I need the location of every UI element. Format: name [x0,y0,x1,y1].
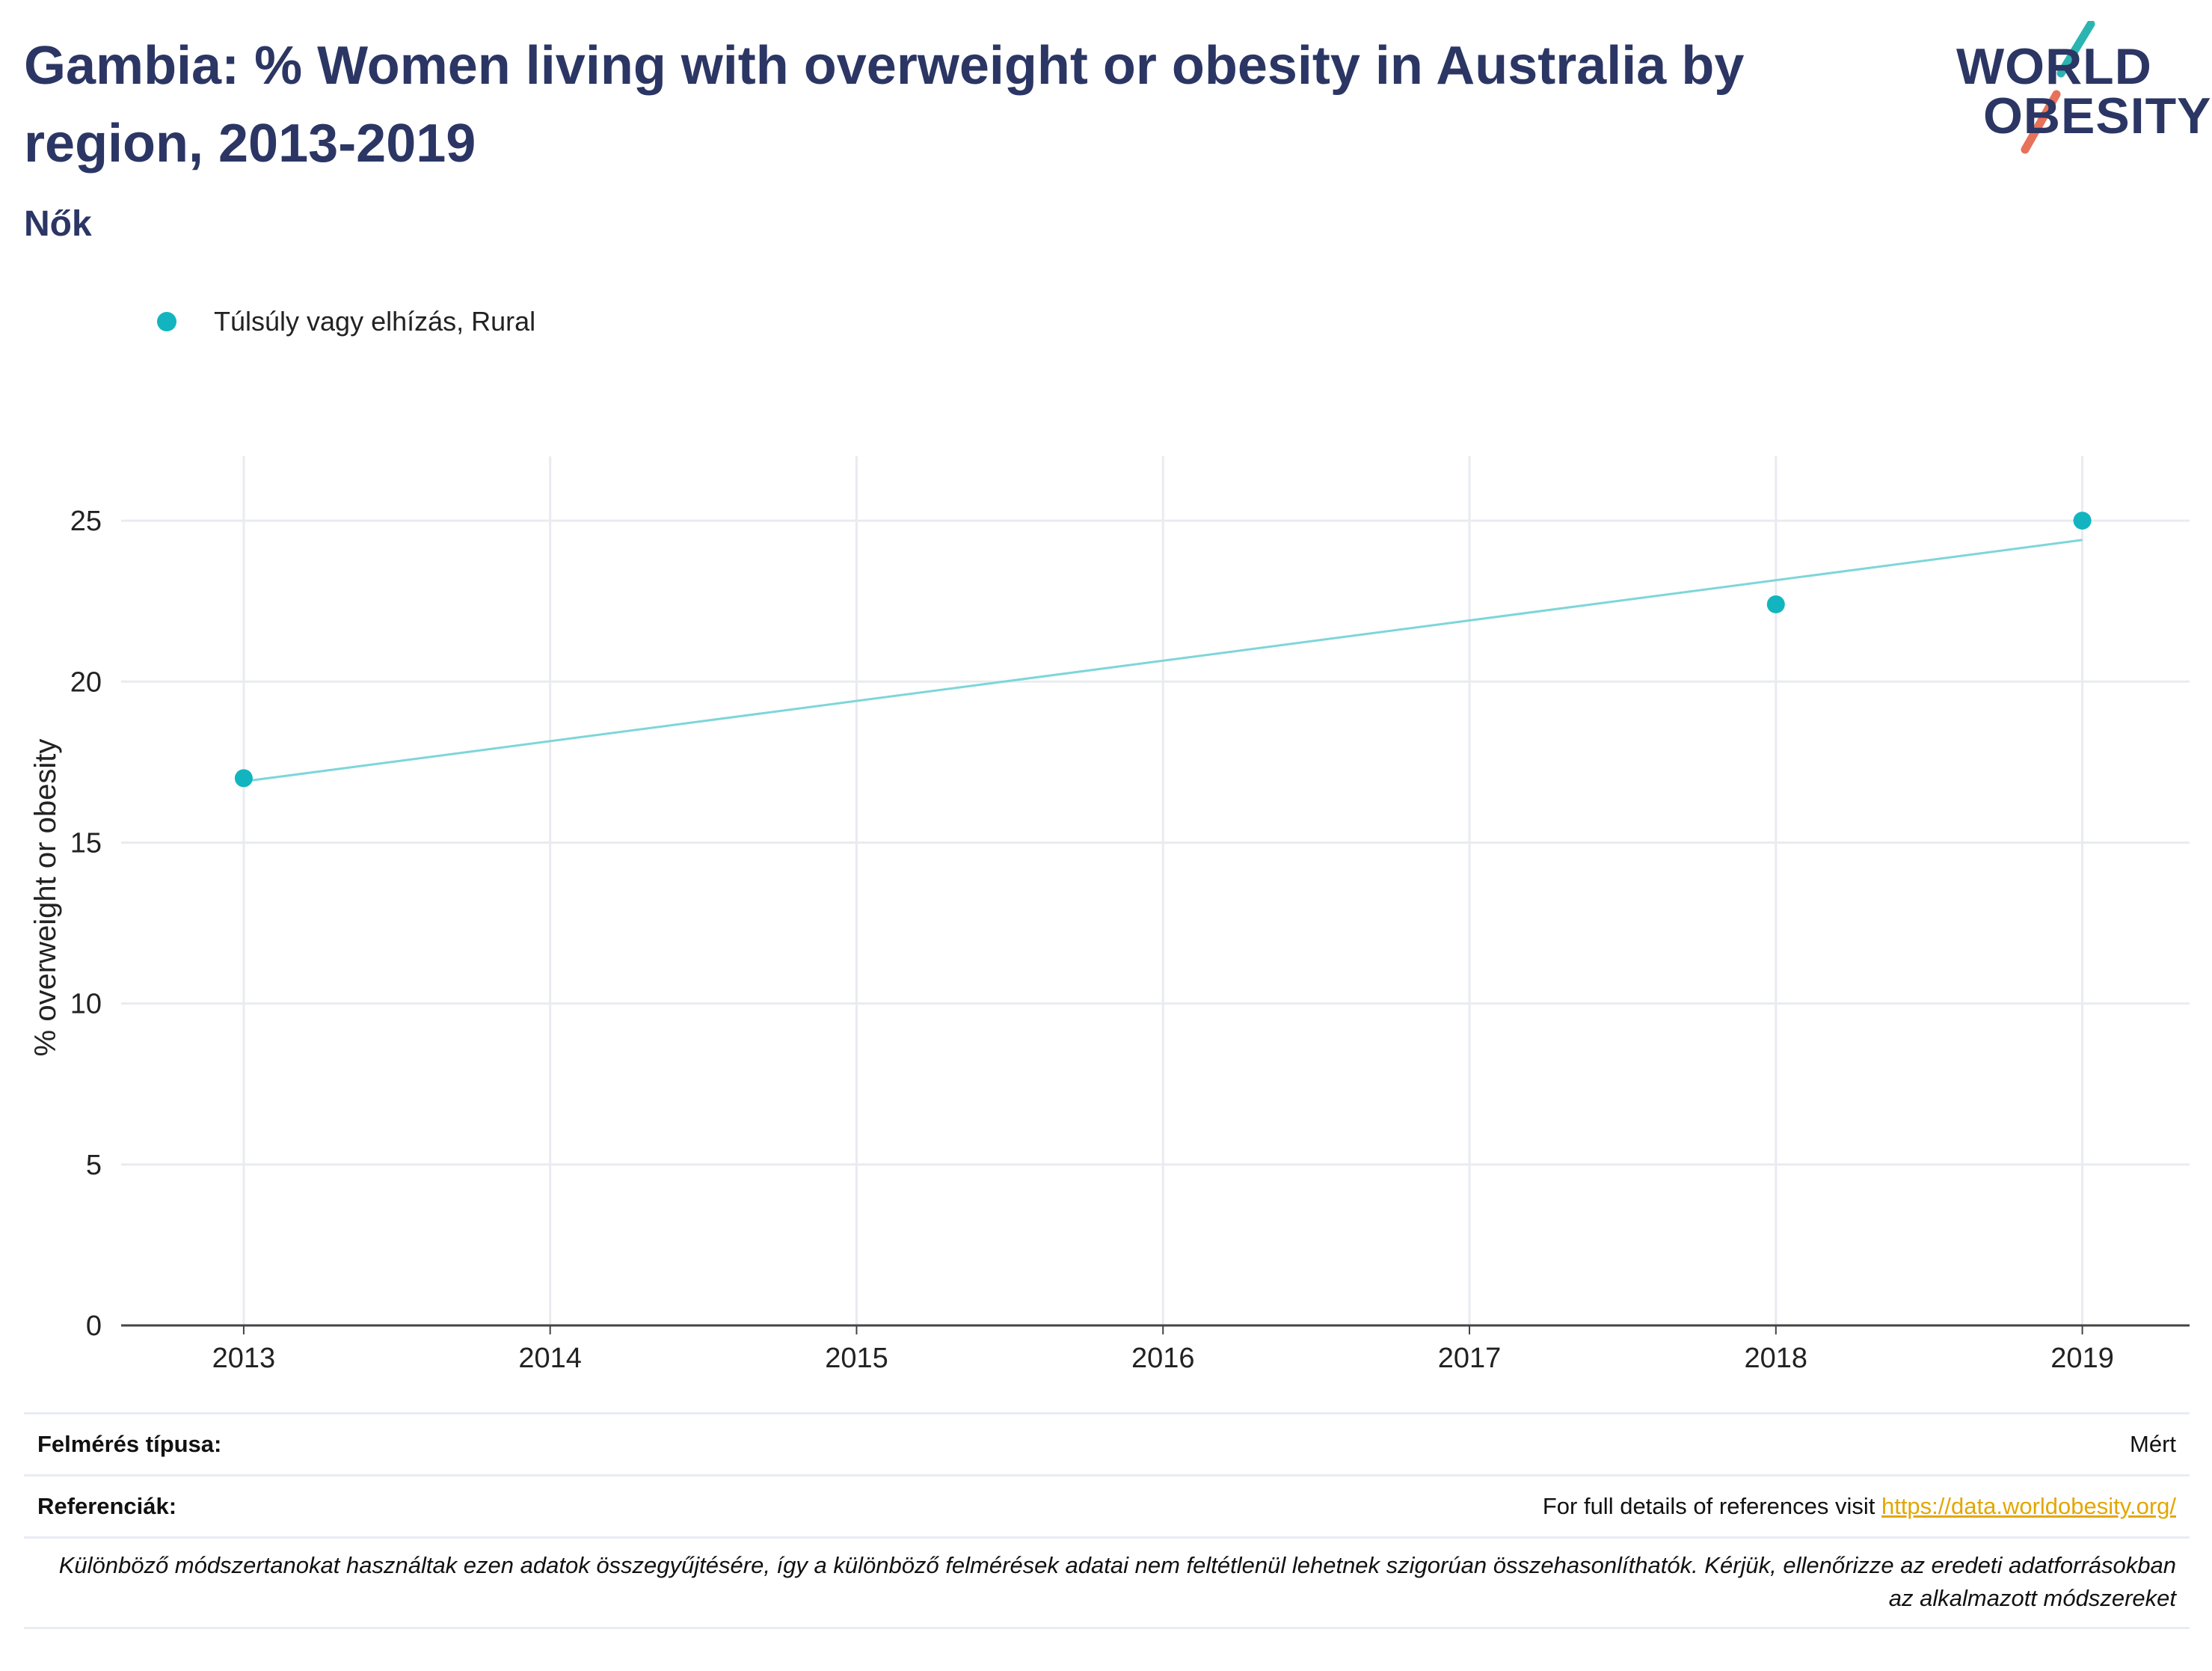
y-tick-label: 5 [86,1150,102,1181]
y-tick-label: 0 [86,1310,102,1342]
x-tick-label: 2018 [1745,1343,1808,1374]
chart-subtitle: Nők [24,204,92,244]
y-tick-label: 15 [70,827,102,859]
references-intro: For full details of references visit [1542,1493,1881,1519]
references-row: Referenciák: For full details of referen… [24,1474,2190,1536]
logo-word-obesity: OBESITY [1983,88,2212,144]
logo-slash-icon [2021,21,2095,154]
y-tick-label: 25 [70,506,102,537]
x-tick-label: 2013 [212,1343,276,1374]
logo-word-world: WORLD [1956,38,2152,95]
data-point [1766,595,1785,613]
x-tick-label: 2015 [825,1343,888,1374]
x-tick-label: 2014 [518,1343,582,1374]
x-tick-label: 2017 [1438,1343,1502,1374]
chart-title: Gambia: % Women living with overweight o… [24,36,1745,174]
y-tick-label: 20 [70,666,102,698]
methodology-note: Különböző módszertanokat használtak ezen… [24,1536,2190,1629]
x-tick-label: 2016 [1131,1343,1195,1374]
gridlines [121,456,2190,1325]
survey-type-value: Mért [2130,1431,2176,1457]
legend-marker-icon [157,312,176,331]
data-points [234,512,2092,788]
references-link[interactable]: https://data.worldobesity.org/ [1881,1493,2176,1519]
legend[interactable]: Túlsúly vagy elhízás, Rural [157,299,535,344]
trendline [243,539,2083,783]
y-tick-label: 10 [70,989,102,1020]
trendline-layer [243,539,2083,783]
x-tick-label: 2019 [2050,1343,2114,1374]
references-text: For full details of references visit htt… [1543,1493,2176,1520]
survey-type-label: Felmérés típusa: [37,1431,222,1457]
axes: 0 5 10 15 20 25 2013 2014 2015 2016 2017 2018 2019 [70,506,2190,1374]
survey-type-row: Felmérés típusa: Mért [24,1412,2190,1474]
references-label: Referenciák: [37,1493,177,1519]
y-axis-label: % overweight or obesity [29,739,62,1057]
chart-footer: Felmérés típusa: Mért Referenciák: For f… [24,1412,2190,1629]
legend-label: Túlsúly vagy elhízás, Rural [214,306,536,337]
data-point [234,769,253,788]
scatter-chart: 0 5 10 15 20 25 2013 2014 2015 2016 2017 2018 2019 %… [29,456,2190,1374]
data-point [2073,512,2092,530]
world-obesity-logo: WORLD OBESITY [1944,21,2211,163]
